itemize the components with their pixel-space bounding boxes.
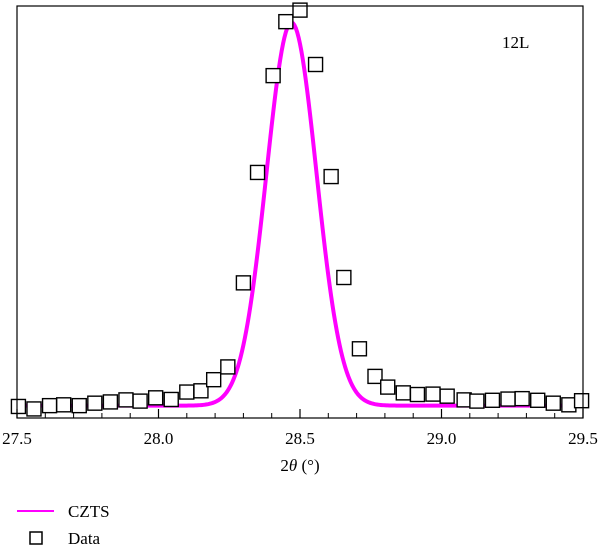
legend: CZTS Data	[17, 502, 110, 546]
data-point	[456, 392, 472, 408]
data-point	[530, 392, 546, 408]
data-point	[351, 341, 368, 357]
data-point	[395, 385, 411, 401]
plot-area	[10, 2, 590, 417]
data-point	[484, 392, 501, 408]
data-point	[10, 398, 27, 415]
x-axis-label-prefix: 2	[280, 456, 289, 475]
czts-fit-line	[16, 20, 584, 408]
data-point	[439, 388, 455, 404]
x-tick-label: 28.5	[285, 429, 315, 448]
data-point	[118, 392, 134, 408]
data-point	[514, 390, 530, 407]
data-point	[55, 397, 72, 413]
data-point	[235, 275, 252, 291]
x-tick-label: 27.5	[2, 429, 32, 448]
data-point	[323, 168, 339, 185]
data-point	[147, 390, 164, 406]
data-point	[425, 386, 441, 402]
data-point	[179, 384, 195, 400]
data-point	[265, 67, 281, 84]
x-tick-label: 28.0	[144, 429, 174, 448]
data-point	[469, 393, 485, 409]
annotation-label: 12L	[502, 33, 529, 52]
data-point	[193, 383, 209, 399]
data-point	[573, 392, 590, 409]
data-point	[409, 386, 426, 403]
data-point	[561, 397, 577, 413]
data-point	[26, 401, 42, 417]
data-point	[380, 379, 396, 395]
axes	[16, 5, 584, 419]
data-point	[249, 164, 266, 181]
legend-square-swatch	[29, 531, 43, 545]
data-point	[500, 391, 516, 407]
data-point	[102, 394, 119, 410]
data-point	[41, 397, 58, 414]
plot-frame	[16, 5, 584, 419]
data-point	[205, 371, 222, 388]
x-tick-label: 29.5	[568, 429, 598, 448]
data-point	[220, 359, 236, 375]
data-point	[71, 397, 87, 414]
x-ticks: 27.5 28.0 28.5 29.0 29.5	[2, 409, 598, 448]
x-axis-label-symbol: θ	[289, 456, 297, 475]
legend-label-czts: CZTS	[68, 502, 110, 521]
data-point	[545, 395, 561, 411]
data-point	[336, 269, 352, 286]
data-point	[367, 368, 383, 385]
x-tick-label: 29.0	[427, 429, 457, 448]
data-point	[278, 13, 294, 30]
data-point	[307, 56, 324, 73]
data-point	[163, 391, 179, 408]
x-axis-label-suffix: (°)	[297, 456, 319, 475]
data-point	[132, 393, 148, 409]
x-axis-label: 2θ (°)	[280, 456, 319, 475]
data-point	[292, 2, 308, 18]
data-point	[87, 395, 103, 411]
legend-label-data: Data	[68, 529, 101, 546]
